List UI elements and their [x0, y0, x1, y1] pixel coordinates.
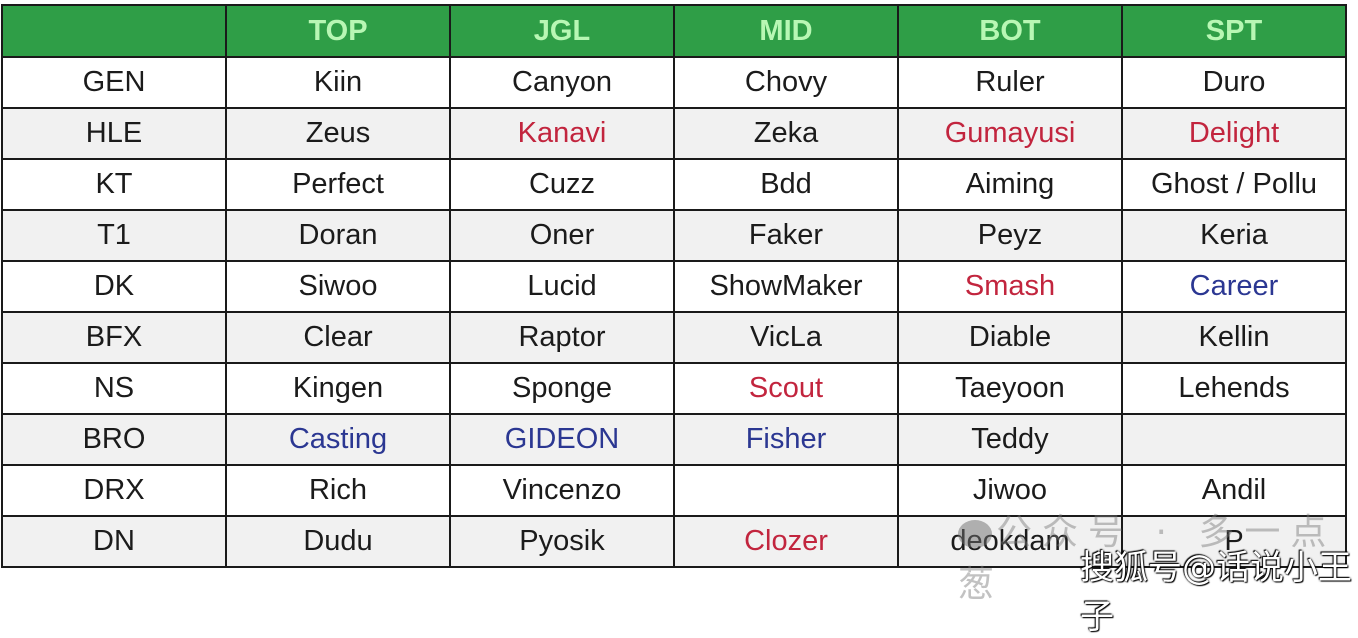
- player-cell-spt: Kellin: [1121, 311, 1347, 364]
- team-cell: HLE: [1, 107, 227, 160]
- team-cell: DN: [1, 515, 227, 568]
- player-cell-mid: [673, 464, 899, 517]
- wechat-icon: [958, 520, 992, 548]
- player-cell-mid: Zeka: [673, 107, 899, 160]
- table-row: NS Kingen Sponge Scout Taeyoon Lehends: [1, 362, 1347, 415]
- team-cell: KT: [1, 158, 227, 211]
- player-cell-top: Rich: [225, 464, 451, 517]
- team-cell: GEN: [1, 56, 227, 109]
- player-cell-mid: ShowMaker: [673, 260, 899, 313]
- player-cell-bot: Aiming: [897, 158, 1123, 211]
- team-cell: DRX: [1, 464, 227, 517]
- player-cell-bot: Ruler: [897, 56, 1123, 109]
- player-cell-mid: Chovy: [673, 56, 899, 109]
- header-bot: BOT: [897, 4, 1123, 58]
- player-cell-top: Doran: [225, 209, 451, 262]
- player-cell-jgl: Canyon: [449, 56, 675, 109]
- player-cell-bot: Teddy: [897, 413, 1123, 466]
- player-cell-top: Zeus: [225, 107, 451, 160]
- roster-table: TOP JGL MID BOT SPT GEN Kiin Canyon Chovy Ruler D…: [1, 4, 1347, 568]
- table-row: BFX Clear Raptor VicLa Diable Kellin: [1, 311, 1347, 364]
- table-row: KT Perfect Cuzz Bdd Aiming Ghost / Pollu: [1, 158, 1347, 211]
- player-cell-mid: Bdd: [673, 158, 899, 211]
- player-cell-jgl: GIDEON: [449, 413, 675, 466]
- player-cell-mid: Faker: [673, 209, 899, 262]
- player-cell-spt: Delight: [1121, 107, 1347, 160]
- header-corner: [1, 4, 227, 58]
- table-row: DK Siwoo Lucid ShowMaker Smash Career: [1, 260, 1347, 313]
- header-top: TOP: [225, 4, 451, 58]
- player-cell-top: Perfect: [225, 158, 451, 211]
- table-row: DN Dudu Pyosik Clozer deokdam P: [1, 515, 1347, 568]
- player-cell-mid: VicLa: [673, 311, 899, 364]
- player-cell-spt: Ghost / Pollu: [1121, 158, 1347, 211]
- player-cell-jgl: Pyosik: [449, 515, 675, 568]
- player-cell-mid: Fisher: [673, 413, 899, 466]
- player-cell-bot: Peyz: [897, 209, 1123, 262]
- table-row: T1 Doran Oner Faker Peyz Keria: [1, 209, 1347, 262]
- player-cell-jgl: Oner: [449, 209, 675, 262]
- player-cell-top: Dudu: [225, 515, 451, 568]
- player-cell-jgl: Sponge: [449, 362, 675, 415]
- player-cell-jgl: Raptor: [449, 311, 675, 364]
- player-cell-jgl: Lucid: [449, 260, 675, 313]
- player-cell-top: Casting: [225, 413, 451, 466]
- player-cell-jgl: Vincenzo: [449, 464, 675, 517]
- player-cell-bot: Diable: [897, 311, 1123, 364]
- table-row: HLE Zeus Kanavi Zeka Gumayusi Delight: [1, 107, 1347, 160]
- team-cell: BRO: [1, 413, 227, 466]
- player-cell-mid: Scout: [673, 362, 899, 415]
- player-cell-top: Kingen: [225, 362, 451, 415]
- player-cell-top: Siwoo: [225, 260, 451, 313]
- player-cell-spt: Andil: [1121, 464, 1347, 517]
- header-spt: SPT: [1121, 4, 1347, 58]
- sohu-watermark: 搜狐号@话说小王子: [1080, 548, 1352, 637]
- player-cell-bot: Gumayusi: [897, 107, 1123, 160]
- player-cell-bot: deokdam: [897, 515, 1123, 568]
- player-cell-spt: P: [1121, 515, 1347, 568]
- player-cell-spt: [1121, 413, 1347, 466]
- header-jgl: JGL: [449, 4, 675, 58]
- player-cell-bot: Jiwoo: [897, 464, 1123, 517]
- player-cell-top: Kiin: [225, 56, 451, 109]
- player-cell-bot: Taeyoon: [897, 362, 1123, 415]
- player-cell-spt: Duro: [1121, 56, 1347, 109]
- player-cell-top: Clear: [225, 311, 451, 364]
- header-mid: MID: [673, 4, 899, 58]
- player-cell-jgl: Kanavi: [449, 107, 675, 160]
- player-cell-spt: Career: [1121, 260, 1347, 313]
- player-cell-spt: Lehends: [1121, 362, 1347, 415]
- team-cell: BFX: [1, 311, 227, 364]
- player-cell-bot: Smash: [897, 260, 1123, 313]
- player-cell-mid: Clozer: [673, 515, 899, 568]
- team-cell: DK: [1, 260, 227, 313]
- table-row: GEN Kiin Canyon Chovy Ruler Duro: [1, 56, 1347, 109]
- player-cell-spt: Keria: [1121, 209, 1347, 262]
- table-row: DRX Rich Vincenzo Jiwoo Andil: [1, 464, 1347, 517]
- team-cell: T1: [1, 209, 227, 262]
- table-row: BRO Casting GIDEON Fisher Teddy: [1, 413, 1347, 466]
- player-cell-jgl: Cuzz: [449, 158, 675, 211]
- header-row: TOP JGL MID BOT SPT: [1, 4, 1347, 58]
- team-cell: NS: [1, 362, 227, 415]
